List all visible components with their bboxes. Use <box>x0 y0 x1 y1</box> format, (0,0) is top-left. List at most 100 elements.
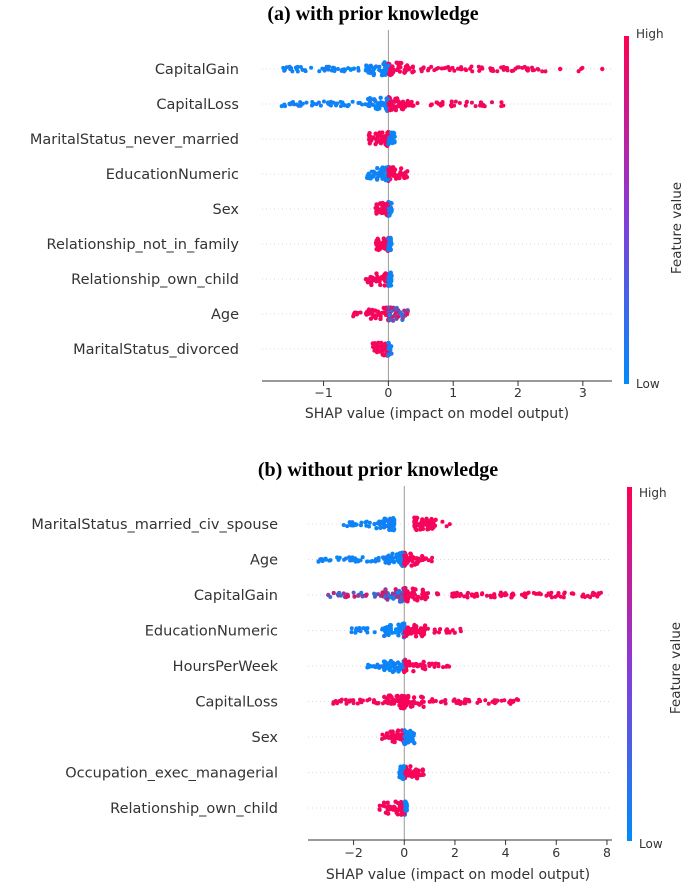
panel-a-shap-point <box>399 60 404 66</box>
panel-a-shap-point <box>393 176 399 181</box>
panel-a-shap-point <box>388 208 393 213</box>
panel-b-shap-point <box>345 593 350 598</box>
panel-b-shap-point <box>385 627 390 632</box>
panel-a-shap-point <box>375 136 380 141</box>
panel-b-shap-point <box>457 594 462 599</box>
panel-a-shap-point <box>380 135 385 140</box>
panel-a-shap-point <box>386 347 391 352</box>
panel-b-shap-point <box>404 559 409 564</box>
panel-b-shap-point <box>383 810 389 815</box>
panel-b-shap-point <box>402 630 407 635</box>
panel-b-shap-point <box>414 624 419 629</box>
panel-a-shap-point <box>289 66 294 71</box>
panel-a-shap-point <box>375 309 380 314</box>
panel-b-shap-point <box>397 662 402 667</box>
panel-b-shap-point <box>412 740 417 746</box>
panel-a-shap-point <box>382 174 387 179</box>
panel-a-shap-point <box>415 101 420 106</box>
panel-b-shap-point <box>511 592 516 597</box>
panel-b-feature-label: HoursPerWeek <box>173 659 279 675</box>
panel-a-beeswarm-row <box>363 270 394 288</box>
panel-a-shap-point <box>387 107 393 113</box>
panel-a-shap-point <box>386 177 391 182</box>
panel-a-colorbar-title: Feature value <box>669 182 685 274</box>
panel-a-shap-point <box>439 101 444 106</box>
panel-b-shap-point <box>483 698 488 703</box>
panel-b-shap-point <box>415 594 421 600</box>
panel-b-shap-point <box>364 519 369 524</box>
panel-b-shap-point <box>382 735 387 740</box>
panel-a-shap-point <box>505 68 510 73</box>
panel-b-shap-point <box>403 556 408 561</box>
panel-a-shap-point <box>426 68 431 73</box>
panel-b-title: (b) without prior knowledge <box>258 459 498 481</box>
panel-a-beeswarm-row <box>370 340 394 358</box>
panel-a-shap-point <box>480 66 485 71</box>
panel-b-shap-point <box>499 698 504 703</box>
panel-a-shap-point <box>375 236 380 241</box>
panel-b-shap-point <box>458 626 463 631</box>
panel-a-shap-point <box>382 283 387 288</box>
panel-b-shap-point <box>380 732 385 737</box>
panel-b-shap-point <box>418 694 424 699</box>
panel-a-shap-point <box>540 69 545 74</box>
panel-a-beeswarm-row <box>281 60 605 78</box>
panel-a-shap-point <box>352 66 357 71</box>
panel-a-shap-point <box>448 103 453 108</box>
panel-b-shap-point <box>390 630 395 635</box>
panel-a-shap-point <box>432 68 437 73</box>
panel-b-shap-point <box>318 557 323 562</box>
panel-a-shap-point <box>369 275 374 280</box>
panel-a-shap-point <box>536 67 541 72</box>
panel-b-shap-point <box>423 627 428 632</box>
panel-a-shap-point <box>530 65 535 70</box>
panel-b-shap-point <box>411 669 416 674</box>
panel-b-shap-point <box>411 695 417 700</box>
panel-b-shap-point <box>341 591 346 596</box>
panel-b-shap-point <box>433 661 438 666</box>
panel-b-shap-point <box>498 592 503 597</box>
panel-b-shap-point <box>390 591 395 596</box>
panel-b-shap-point <box>354 627 359 632</box>
panel-a-shap-point <box>381 61 386 67</box>
panel-b-x-tick-label: 0 <box>400 845 408 860</box>
panel-a-shap-point <box>343 68 348 73</box>
panel-a-shap-point <box>489 100 494 105</box>
panel-a-shap-point <box>387 313 392 318</box>
panel-a-shap-point <box>464 99 469 104</box>
panel-a-shap-point <box>372 66 377 71</box>
panel-a-shap-point <box>279 104 284 109</box>
panel-a-shap-point <box>382 69 387 74</box>
panel-b-points <box>316 515 603 817</box>
panel-b-shap-point <box>403 803 408 808</box>
panel-b-feature-label: EducationNumeric <box>145 624 278 640</box>
panel-b-shap-point <box>420 772 425 777</box>
panel-a: (a) with prior knowledge CapitalGainCapi… <box>30 3 685 422</box>
panel-b-shap-point <box>508 698 513 703</box>
panel-b-shap-point <box>341 522 346 527</box>
panel-b-shap-point <box>516 698 521 703</box>
panel-b-shap-point <box>430 555 435 560</box>
panel-b-shap-point <box>350 520 355 525</box>
panel-b-shap-point <box>372 594 377 599</box>
panel-b-shap-point <box>372 630 377 635</box>
panel-b-shap-point <box>486 701 491 706</box>
panel-b-shap-point <box>382 516 387 521</box>
panel-b-shap-point <box>354 522 359 527</box>
panel-a-shap-point <box>363 68 368 73</box>
panel-a-shap-point <box>366 102 371 107</box>
panel-a-shap-point <box>378 208 383 213</box>
panel-b-shap-point <box>445 627 450 632</box>
panel-a-shap-point <box>394 67 399 72</box>
panel-a-feature-labels: CapitalGain CapitalLoss MaritalStatus_neve… <box>30 62 240 358</box>
panel-b-shap-point <box>389 736 394 741</box>
panel-a-shap-point <box>439 66 444 71</box>
panel-b-shap-point <box>447 522 452 527</box>
panel-b-shap-point <box>343 697 348 702</box>
panel-b-shap-point <box>389 595 394 600</box>
panel-a-shap-point <box>495 69 500 74</box>
panel-b-shap-point <box>335 555 340 560</box>
panel-b-shap-point <box>430 526 435 531</box>
panel-a-shap-point <box>479 100 484 105</box>
panel-b-shap-point <box>399 812 404 817</box>
